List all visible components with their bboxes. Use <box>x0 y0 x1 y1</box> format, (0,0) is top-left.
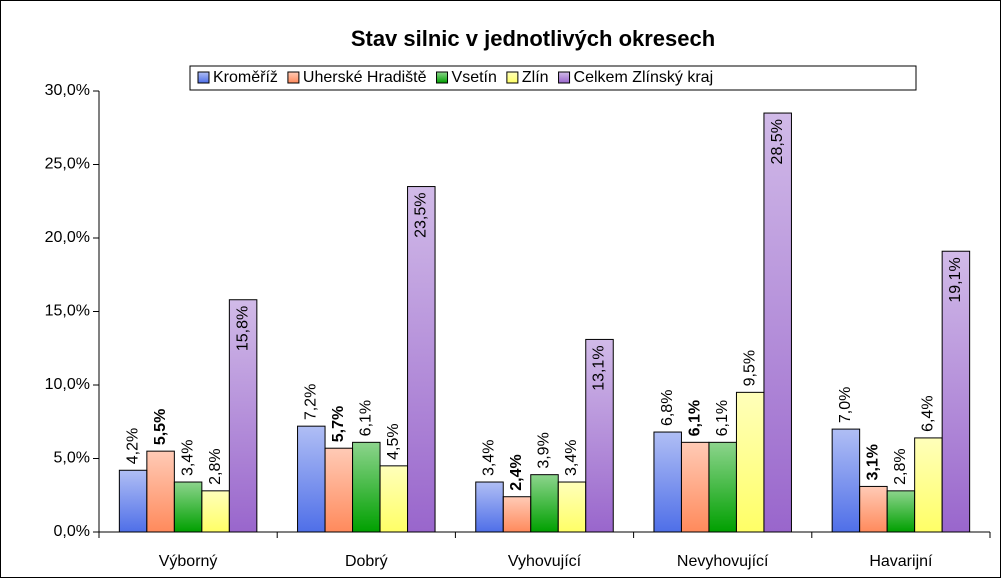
bar <box>557 481 587 533</box>
value-label: 6,1% <box>358 400 375 436</box>
bar <box>763 112 792 533</box>
value-label: 4,2% <box>124 428 141 464</box>
bar <box>228 299 258 533</box>
bar <box>585 338 614 533</box>
y-tick-label: 5,0% <box>54 450 90 467</box>
y-tick-label: 25,0% <box>45 156 90 173</box>
bar <box>914 437 943 533</box>
x-tick-label: Nevyhovující <box>677 553 769 570</box>
chart-title: Stav silnic v jednotlivých okresech <box>351 26 715 51</box>
value-label: 7,0% <box>837 387 854 423</box>
legend-label: Zlín <box>522 69 549 86</box>
legend-swatch <box>506 71 519 84</box>
value-label: 4,5% <box>385 423 402 459</box>
legend-swatch <box>436 71 449 84</box>
value-label: 2,8% <box>892 448 909 484</box>
value-label: 2,4% <box>508 454 525 490</box>
legend-box <box>189 65 917 91</box>
legend-label: Vsetín <box>452 69 497 86</box>
value-label: 13,1% <box>591 345 608 390</box>
value-label: 3,4% <box>563 440 580 476</box>
bar <box>735 391 765 533</box>
legend-label: Celkem Zlínský kraj <box>574 69 714 86</box>
bar <box>502 496 532 533</box>
bar <box>297 425 326 533</box>
value-label: 5,7% <box>330 406 347 442</box>
y-tick-label: 30,0% <box>45 82 90 99</box>
bar <box>859 485 888 533</box>
bar <box>886 490 916 533</box>
bar <box>831 428 861 533</box>
value-label: 3,9% <box>536 432 553 468</box>
value-label: 15,8% <box>234 306 251 351</box>
value-label: 6,4% <box>920 395 937 431</box>
bar <box>941 250 971 533</box>
value-label: 5,5% <box>152 409 169 445</box>
bar <box>708 441 737 533</box>
value-label: 7,2% <box>303 384 320 420</box>
value-label: 3,1% <box>865 444 882 480</box>
bar <box>680 441 710 533</box>
value-label: 9,5% <box>741 350 758 386</box>
x-tick-label: Dobrý <box>345 553 388 570</box>
y-tick-label: 10,0% <box>45 376 90 393</box>
value-label: 6,8% <box>659 390 676 426</box>
legend-swatch <box>287 71 300 84</box>
legend-label: Uherské Hradiště <box>303 69 427 86</box>
bar <box>201 490 230 533</box>
value-label: 6,1% <box>714 400 731 436</box>
value-label: 2,8% <box>207 448 224 484</box>
y-tick-label: 0,0% <box>54 523 90 540</box>
bar <box>407 186 436 533</box>
value-label: 23,5% <box>413 193 430 238</box>
bar <box>146 450 175 533</box>
value-label: 6,1% <box>686 400 703 436</box>
value-label: 3,4% <box>481 440 498 476</box>
value-label: 3,4% <box>179 440 196 476</box>
bar <box>118 469 148 533</box>
value-label: 19,1% <box>947 257 964 302</box>
bar <box>173 481 203 533</box>
y-tick-label: 20,0% <box>45 229 90 246</box>
legend-label: Kroměříž <box>213 69 278 86</box>
value-label: 28,5% <box>769 119 786 164</box>
bar <box>653 431 682 533</box>
bar <box>379 465 409 533</box>
x-tick-label: Vyhovující <box>508 553 582 570</box>
bar <box>352 441 381 533</box>
y-tick-label: 15,0% <box>45 303 90 320</box>
legend-swatch <box>197 71 210 84</box>
bar <box>475 481 504 533</box>
bar <box>324 447 354 533</box>
bar <box>530 474 559 533</box>
x-tick-label: Výborný <box>159 553 218 570</box>
legend-swatch <box>558 71 571 84</box>
x-tick-label: Havarijní <box>869 553 933 570</box>
